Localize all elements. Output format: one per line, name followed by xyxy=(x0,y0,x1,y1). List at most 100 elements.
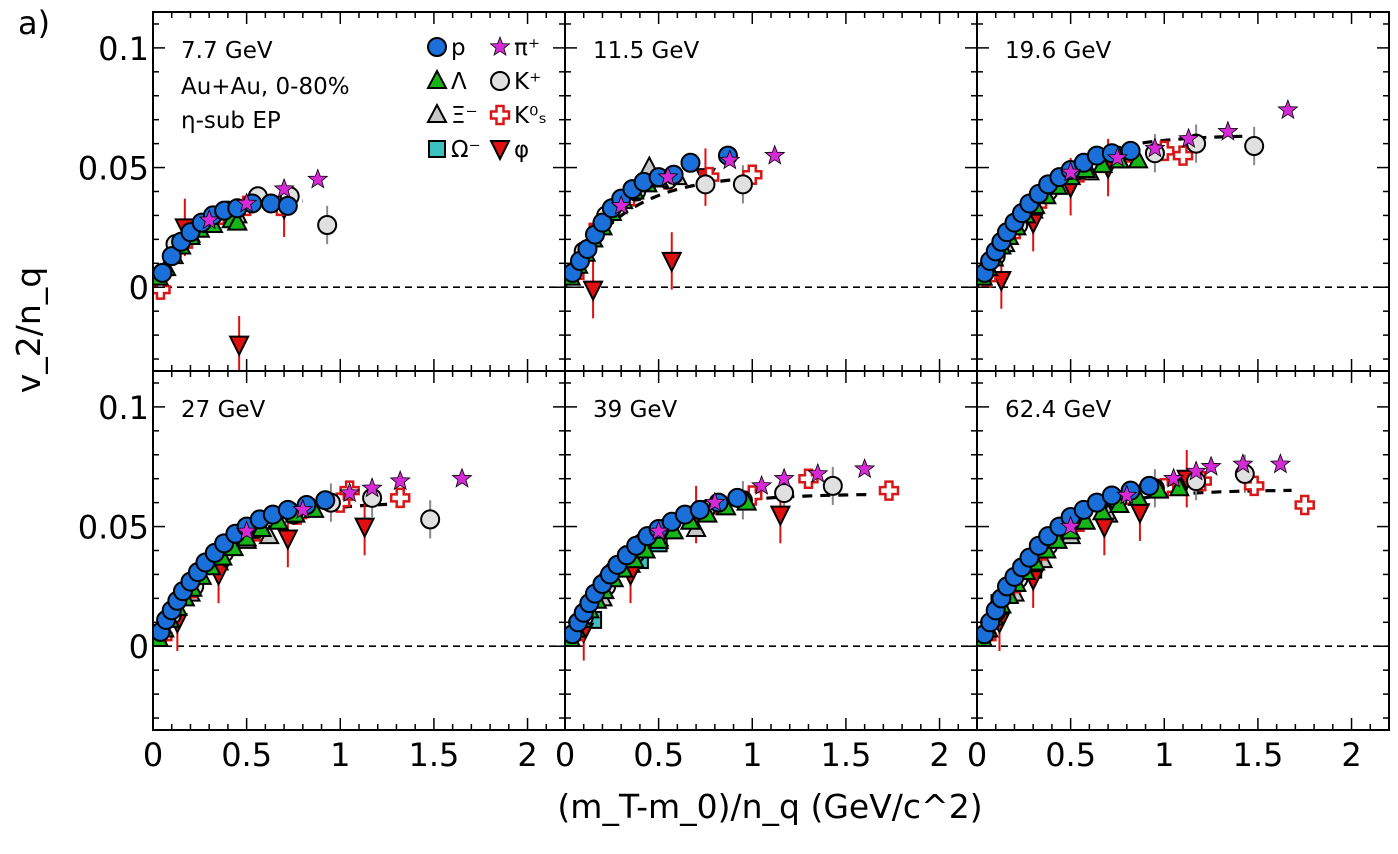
legend-pi-label: π⁺ xyxy=(514,35,540,61)
x-tick-label: 2 xyxy=(929,736,949,774)
legend-xi-marker xyxy=(426,102,448,123)
pi-point xyxy=(807,462,829,483)
x-tick-label: 0 xyxy=(967,736,987,774)
x-tick-label: 0.5 xyxy=(1045,736,1096,774)
pi-point xyxy=(1232,453,1254,474)
panels-layer xyxy=(153,98,1389,661)
pi-point xyxy=(198,209,220,230)
pi-point xyxy=(307,168,329,189)
kp-point xyxy=(732,174,753,195)
info-text: η-sub EP xyxy=(181,108,281,134)
pi-point xyxy=(1144,137,1166,158)
p-point xyxy=(315,490,336,511)
phi-point xyxy=(228,335,250,357)
pi-point xyxy=(764,144,786,165)
legend-xi-label: Ξ⁻ xyxy=(451,103,478,129)
p-point xyxy=(1139,475,1160,496)
pi-point xyxy=(451,467,473,488)
pi-point xyxy=(1269,453,1291,474)
panel-plot-area xyxy=(977,98,1389,309)
p-point xyxy=(689,499,710,520)
panel-3 xyxy=(977,98,1389,309)
x-tick-label: 0 xyxy=(555,736,575,774)
p-point xyxy=(680,152,701,173)
pi-point xyxy=(236,192,258,213)
x-tick-label: 1 xyxy=(742,736,762,774)
pi-point xyxy=(339,481,361,503)
panel-1 xyxy=(153,168,565,371)
legend-lambda-marker xyxy=(426,68,448,89)
pi-point xyxy=(1217,120,1239,141)
x-tick-label: 1 xyxy=(330,736,350,774)
pi-point xyxy=(1185,460,1207,481)
info-text: Au+Au, 0-80% xyxy=(181,74,350,100)
phi-point xyxy=(582,280,604,302)
figure-label: a) xyxy=(18,4,50,42)
x-tick-label: 1.5 xyxy=(820,736,871,774)
x-tick-label: 1.5 xyxy=(408,736,459,774)
energy-label: 39 GeV xyxy=(593,397,678,423)
legend-omega-label: Ω⁻ xyxy=(451,137,481,163)
panel-plot-area xyxy=(153,467,565,652)
y-tick-label: 0.1 xyxy=(98,30,149,68)
pi-point xyxy=(1106,146,1129,168)
pi-point xyxy=(273,177,295,199)
legend-phi-label: φ xyxy=(514,137,529,163)
panel-plot-area xyxy=(977,449,1389,652)
y-tick-label: 0 xyxy=(129,269,149,307)
pi-point xyxy=(1060,161,1082,182)
legend-p-marker xyxy=(427,37,447,57)
p-point xyxy=(592,212,613,233)
x-tick-label: 0.5 xyxy=(221,736,272,774)
x-tick-label: 2 xyxy=(1341,736,1361,774)
k0-point xyxy=(1172,145,1194,166)
phi-point xyxy=(1093,517,1115,539)
pi-point xyxy=(1116,484,1138,505)
energy-label: 62.4 GeV xyxy=(1005,397,1111,423)
p-point xyxy=(260,193,281,214)
k0-point xyxy=(742,164,763,185)
kp-point xyxy=(822,475,843,496)
frame-layer xyxy=(152,11,1390,731)
panel-5 xyxy=(565,457,977,661)
pi-point xyxy=(361,477,383,498)
k0-point xyxy=(1294,494,1315,516)
p-point xyxy=(277,195,298,216)
legend-kp-label: K⁺ xyxy=(514,69,541,95)
k0-point xyxy=(798,468,819,489)
pi-point xyxy=(773,467,795,488)
p-point xyxy=(1101,485,1122,506)
panel-6 xyxy=(977,449,1389,652)
phi-point xyxy=(990,271,1012,293)
energy-label: 19.6 GeV xyxy=(1005,38,1111,64)
legend-omega-marker xyxy=(428,140,446,158)
p-point xyxy=(727,487,748,508)
legend-p-label: p xyxy=(451,35,466,61)
pi-point xyxy=(751,474,773,495)
pi-point xyxy=(648,520,670,541)
pi-point xyxy=(854,457,876,479)
p-point xyxy=(153,262,173,283)
pi-point xyxy=(610,194,632,215)
phi-point xyxy=(277,529,299,551)
x-tick-label: 1 xyxy=(1154,736,1174,774)
pi-point xyxy=(236,520,258,541)
legend-k0-marker xyxy=(489,104,511,126)
phi-point xyxy=(354,517,376,539)
kp-point xyxy=(774,483,795,504)
pi-point xyxy=(389,469,411,491)
text-layer: a) 7.7 GeV 11.5 GeV 19.6 GeV 27 GeV 39 GeV 62… xyxy=(9,4,1362,826)
pi-point xyxy=(292,498,314,519)
phi-point xyxy=(769,505,791,527)
energy-label: 27 GeV xyxy=(181,397,266,423)
p-point xyxy=(161,246,182,267)
x-tick-label: 0 xyxy=(143,736,163,774)
kp-point xyxy=(317,215,338,236)
x-tick-label: 2 xyxy=(517,736,537,774)
y-tick-label: 0.05 xyxy=(78,150,149,188)
phi-point xyxy=(661,251,683,274)
legend-k0-label: K⁰ₛ xyxy=(514,103,547,129)
x-axis-title: (m_T-m_0)/n_q (GeV/c^2) xyxy=(557,787,982,826)
